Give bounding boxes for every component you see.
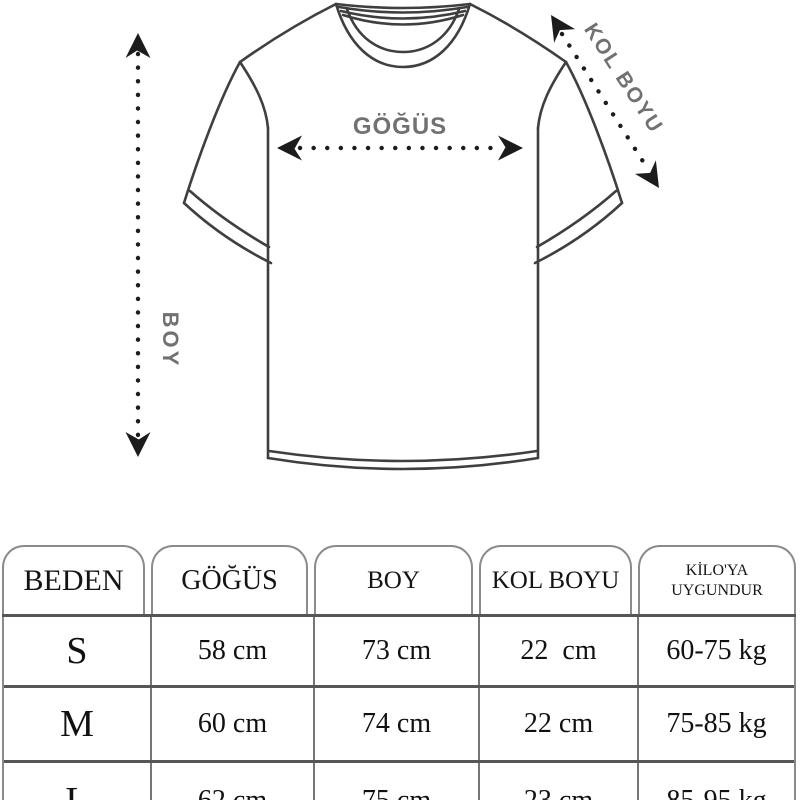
table-header-gogus: GÖĞÜS — [151, 545, 308, 614]
cell-weight: 85-95 kg — [637, 763, 794, 800]
chest-arrow: GÖĞÜS — [277, 112, 523, 161]
chest-label: GÖĞÜS — [353, 112, 447, 140]
cell-length: 74 cm — [313, 688, 478, 760]
arrow-up-icon — [125, 33, 151, 58]
sleeve-arrow: KOL BOYU — [551, 15, 668, 188]
size-table: BEDEN GÖĞÜS BOY KOL BOYU KİLO'YA UYGUNDU… — [2, 545, 796, 800]
cell-size: L — [4, 763, 150, 800]
arrow-right-icon — [498, 135, 523, 161]
cell-size: M — [60, 703, 94, 745]
length-arrow: BOY — [125, 33, 183, 457]
table-row: S 58 cm 73 cm 22 cm 60-75 kg — [4, 617, 794, 688]
cell-size: S — [66, 630, 88, 672]
tshirt-diagram: BOY GÖĞÜS KOL BOYU — [125, 2, 668, 471]
cell-weight: 60-75 kg — [637, 617, 794, 685]
length-label: BOY — [158, 312, 183, 369]
table-body: S 58 cm 73 cm 22 cm 60-75 kg M 60 cm 74 … — [2, 617, 796, 800]
cell-weight: 75-85 kg — [637, 688, 794, 760]
arrow-down-icon — [125, 432, 151, 457]
arrow-down-right-icon — [634, 160, 659, 188]
table-header-kol-boyu: KOL BOYU — [479, 545, 632, 614]
cell-chest: 60 cm — [150, 688, 313, 760]
arrow-left-icon — [277, 135, 302, 161]
table-row: L 62 cm 75 cm 23 cm 85-95 kg — [4, 763, 794, 800]
cell-length: 73 cm — [313, 617, 478, 685]
cell-chest: 62 cm — [150, 763, 313, 800]
cell-sleeve: 23 cm — [478, 763, 637, 800]
cell-chest: 58 cm — [150, 617, 313, 685]
tshirt-outline — [182, 2, 624, 471]
table-header-row: BEDEN GÖĞÜS BOY KOL BOYU KİLO'YA UYGUNDU… — [2, 545, 796, 617]
table-row: M 60 cm 74 cm 22 cm 75-85 kg — [4, 688, 794, 763]
arrow-up-right-icon — [551, 15, 576, 43]
cell-length: 75 cm — [313, 763, 478, 800]
table-header-kiloya-uygundur: KİLO'YA UYGUNDUR — [638, 545, 796, 614]
cell-sleeve: 22 cm — [478, 617, 637, 685]
cell-sleeve: 22 cm — [478, 688, 637, 760]
table-header-beden: BEDEN — [2, 545, 145, 614]
table-header-kiloya-uygundur-label: KİLO'YA UYGUNDUR — [671, 561, 763, 599]
table-header-boy: BOY — [314, 545, 473, 614]
